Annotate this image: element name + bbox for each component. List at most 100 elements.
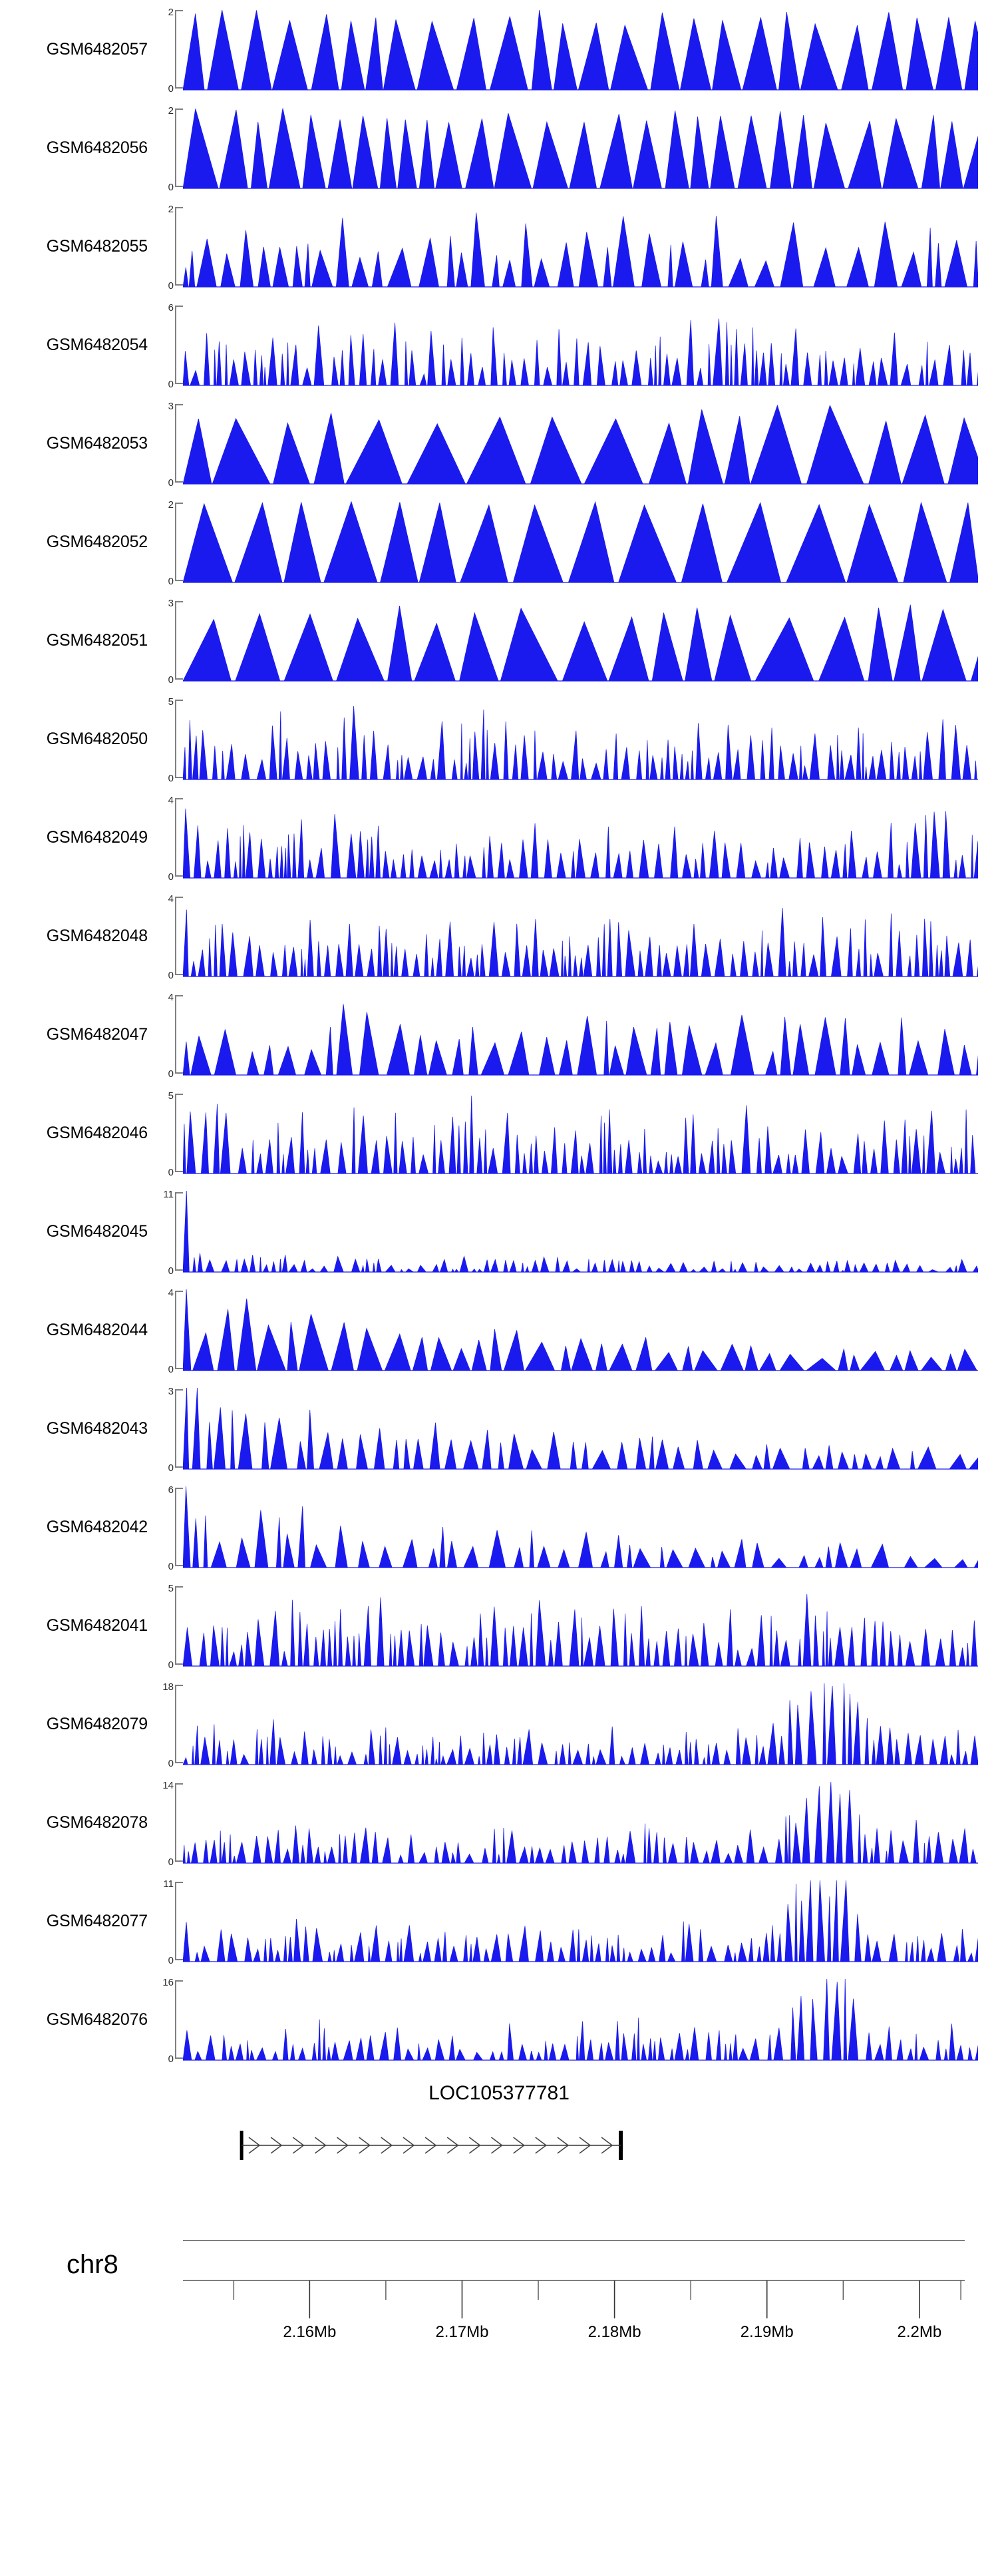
track-label: GSM6482043 xyxy=(46,1418,148,1438)
y-axis-bracket xyxy=(175,601,183,680)
y-axis-min-label: 0 xyxy=(168,379,174,390)
y-axis-max-label: 4 xyxy=(168,992,174,1003)
coverage-plot[interactable] xyxy=(183,1379,998,1478)
track-label: GSM6482048 xyxy=(46,926,148,945)
track-label: GSM6482044 xyxy=(46,1320,148,1339)
coverage-area-svg xyxy=(183,706,978,780)
y-axis-min-label: 0 xyxy=(168,83,174,95)
coverage-track-gsm6482048: GSM6482048 4 0 xyxy=(0,887,998,985)
coverage-track-gsm6482076: GSM6482076 16 0 xyxy=(0,1970,998,2069)
coverage-plot[interactable] xyxy=(183,1675,998,1773)
y-axis-max-label: 11 xyxy=(163,1878,174,1890)
coverage-track-gsm6482053: GSM6482053 3 0 xyxy=(0,394,998,493)
coverage-plot[interactable] xyxy=(183,394,998,493)
coverage-plot[interactable] xyxy=(183,493,998,591)
y-axis-bracket xyxy=(175,10,183,89)
y-axis-max-label: 11 xyxy=(163,1189,174,1200)
y-axis-bracket xyxy=(175,1783,183,1862)
track-label-cell: GSM6482047 xyxy=(0,985,153,1084)
gene-model-glyph[interactable] xyxy=(0,2115,998,2175)
y-axis-bracket xyxy=(175,207,183,286)
y-axis-bracket xyxy=(175,995,183,1074)
coverage-area xyxy=(183,1289,978,1371)
y-axis: 14 0 xyxy=(153,1773,183,1872)
axis-tick-label: 2.2Mb xyxy=(897,2323,941,2341)
coverage-area-svg xyxy=(183,501,978,583)
coverage-plot[interactable] xyxy=(183,197,998,296)
coverage-plot[interactable] xyxy=(183,591,998,690)
coverage-area xyxy=(183,1486,978,1568)
coverage-plot[interactable] xyxy=(183,690,998,788)
coverage-plot[interactable] xyxy=(183,1281,998,1379)
coverage-area-svg xyxy=(183,604,978,682)
strand-arrow-icon xyxy=(579,2137,591,2154)
coverage-area-svg xyxy=(183,9,978,91)
coverage-track-gsm6482052: GSM6482052 2 0 xyxy=(0,493,998,591)
coverage-area-svg xyxy=(183,404,978,485)
coverage-plot[interactable] xyxy=(183,0,998,99)
coverage-track-gsm6482079: GSM6482079 18 0 xyxy=(0,1675,998,1773)
coverage-area xyxy=(183,1978,978,2061)
y-axis-max-label: 5 xyxy=(168,1090,174,1102)
coverage-area-svg xyxy=(183,907,978,977)
coverage-plot[interactable] xyxy=(183,1478,998,1576)
track-label-cell: GSM6482057 xyxy=(0,0,153,99)
coverage-area-svg xyxy=(183,212,978,288)
y-axis-max-label: 4 xyxy=(168,893,174,905)
coverage-plot[interactable] xyxy=(183,1084,998,1182)
track-label-cell: GSM6482077 xyxy=(0,1872,153,1970)
chromosome-axis-svg[interactable]: 2.16Mb 2.17Mb 2.18Mb 2.19Mb 2.2Mb xyxy=(0,2195,998,2362)
coverage-area-svg xyxy=(183,1096,978,1174)
coverage-area xyxy=(183,212,978,288)
track-label: GSM6482079 xyxy=(46,1714,148,1733)
coverage-track-gsm6482041: GSM6482041 5 0 xyxy=(0,1576,998,1675)
coverage-area-svg xyxy=(183,1978,978,2061)
coverage-plot[interactable] xyxy=(183,1872,998,1970)
coverage-plot[interactable] xyxy=(183,985,998,1084)
coverage-plot[interactable] xyxy=(183,1970,998,2069)
strand-arrow-icon xyxy=(535,2137,548,2154)
coverage-plot[interactable] xyxy=(183,887,998,985)
coverage-plot[interactable] xyxy=(183,99,998,197)
track-label-cell: GSM6482043 xyxy=(0,1379,153,1478)
coverage-area-svg xyxy=(183,808,978,879)
y-axis-min-label: 0 xyxy=(168,576,174,587)
strand-arrow-icon xyxy=(314,2137,327,2154)
y-axis-bracket xyxy=(175,1291,183,1369)
track-label-cell: GSM6482052 xyxy=(0,493,153,591)
y-axis-min-label: 0 xyxy=(168,1955,174,1966)
coverage-plot[interactable] xyxy=(183,1773,998,1872)
track-label: GSM6482041 xyxy=(46,1615,148,1635)
coverage-track-gsm6482055: GSM6482055 2 0 xyxy=(0,197,998,296)
coverage-plot[interactable] xyxy=(183,1182,998,1281)
coverage-plot[interactable] xyxy=(183,296,998,394)
track-label-cell: GSM6482048 xyxy=(0,887,153,985)
chromosome-label: chr8 xyxy=(67,2250,118,2279)
strand-arrow-icon xyxy=(468,2137,481,2154)
y-axis-bracket xyxy=(175,1882,183,1960)
coverage-area-svg xyxy=(183,1683,978,1765)
coverage-area xyxy=(183,706,978,780)
coverage-track-gsm6482046: GSM6482046 5 0 xyxy=(0,1084,998,1182)
y-axis-bracket xyxy=(175,700,183,778)
coverage-area-svg xyxy=(183,1289,978,1371)
coverage-plot[interactable] xyxy=(183,788,998,887)
coverage-track-gsm6482056: GSM6482056 2 0 xyxy=(0,99,998,197)
track-label-cell: GSM6482050 xyxy=(0,690,153,788)
track-label: GSM6482054 xyxy=(46,335,148,354)
y-axis-max-label: 5 xyxy=(168,1583,174,1594)
strand-arrow-icon xyxy=(248,2137,261,2154)
coverage-plot[interactable] xyxy=(183,1576,998,1675)
track-label: GSM6482052 xyxy=(46,532,148,551)
coverage-track-gsm6482042: GSM6482042 6 0 xyxy=(0,1478,998,1576)
y-axis-max-label: 4 xyxy=(168,795,174,806)
y-axis-min-label: 0 xyxy=(168,1167,174,1178)
y-axis-min-label: 0 xyxy=(168,1758,174,1769)
